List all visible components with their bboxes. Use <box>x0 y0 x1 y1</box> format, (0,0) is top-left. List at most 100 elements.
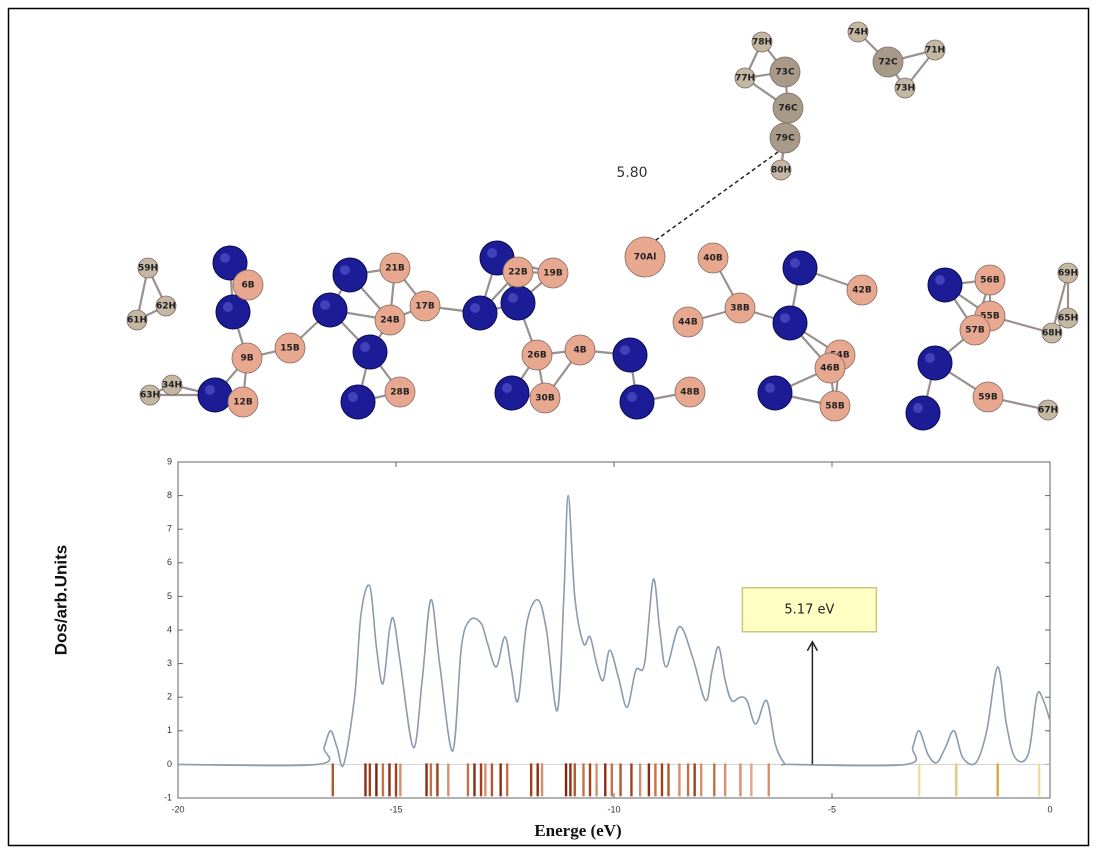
atom <box>1041 322 1063 344</box>
dos-curve <box>177 494 1051 768</box>
x-tick-label: -15 <box>389 804 402 814</box>
y-tick-label: 0 <box>167 759 172 769</box>
atom <box>126 309 148 331</box>
atom <box>959 314 991 346</box>
atom <box>769 122 801 154</box>
atom <box>521 339 553 371</box>
annotation-box <box>741 587 878 633</box>
atom-label: 24B <box>380 316 400 326</box>
atom-highlight <box>348 392 358 402</box>
atom <box>624 236 666 278</box>
atom-highlight <box>925 353 935 363</box>
atom-label: 58B <box>825 402 845 412</box>
y-tick-label: 8 <box>167 490 172 500</box>
atom <box>379 252 411 284</box>
atom <box>161 374 183 396</box>
nitrogen-atom <box>462 295 498 331</box>
atom-label: 21B <box>385 264 405 274</box>
atom-label: 77H <box>735 74 755 84</box>
nitrogen-atom <box>612 337 648 373</box>
atom-label: 19B <box>543 269 563 279</box>
y-tick-label: -1 <box>164 792 172 802</box>
atom <box>972 381 1004 413</box>
atom-label: 22B <box>508 268 528 278</box>
atom-label: 30B <box>535 394 555 404</box>
atom-label: 80H <box>771 166 791 176</box>
atom-highlight <box>320 300 330 310</box>
nitrogen-atom <box>927 267 963 303</box>
atom-label: 40B <box>703 254 723 264</box>
atom-label: 78H <box>752 38 772 48</box>
atom-label: 44B <box>678 318 698 328</box>
atom-highlight <box>765 383 775 393</box>
atom <box>1037 399 1059 421</box>
atom-label: 73C <box>775 68 795 78</box>
atom-label: 9B <box>240 354 253 364</box>
atom <box>674 376 706 408</box>
nitrogen-atom <box>500 285 536 321</box>
atom <box>537 257 569 289</box>
atom <box>529 382 561 414</box>
atom <box>564 334 596 366</box>
atom-label: 26B <box>527 351 547 361</box>
atom <box>374 304 406 336</box>
atom <box>1057 307 1079 329</box>
atom-label: 48B <box>680 388 700 398</box>
y-tick-label: 2 <box>167 692 172 702</box>
atom <box>502 256 534 288</box>
atom-highlight <box>223 302 233 312</box>
arrow-head <box>806 640 819 652</box>
atom-label: 59H <box>138 264 158 274</box>
atom-label: 57B <box>965 326 985 336</box>
atom-highlight <box>487 248 497 258</box>
atom-label: 72C <box>878 58 898 68</box>
x-tick-label: -10 <box>607 804 620 814</box>
atom-highlight <box>508 293 518 303</box>
nitrogen-atom <box>215 294 251 330</box>
atom <box>872 46 904 78</box>
atom-highlight <box>935 275 945 285</box>
atom <box>894 77 916 99</box>
atom-highlight <box>340 265 350 275</box>
nitrogen-atom <box>905 395 941 431</box>
y-tick-label: 3 <box>167 658 172 668</box>
x-axis-label: Energe (eV) <box>534 821 621 840</box>
atom <box>231 342 263 374</box>
atom <box>697 242 729 274</box>
atom-label: 69H <box>1058 269 1078 279</box>
y-tick-label: 6 <box>167 557 172 567</box>
atom-label: 70Al <box>634 253 657 263</box>
atom <box>819 390 851 422</box>
atom-highlight <box>470 303 480 313</box>
atom <box>139 384 161 406</box>
annotation-text: 5.17 eV <box>784 602 834 617</box>
distance-line <box>648 151 779 246</box>
atom-highlight <box>220 253 230 263</box>
nitrogen-atom <box>917 345 953 381</box>
atom-highlight <box>360 342 370 352</box>
y-axis-label: Dos/arb.Units <box>51 545 70 656</box>
atom-highlight <box>627 392 637 402</box>
nitrogen-atom <box>757 375 793 411</box>
atom-highlight <box>620 345 630 355</box>
nitrogen-atom <box>619 384 655 420</box>
atom-label: 4B <box>573 346 586 356</box>
nitrogen-atom <box>312 292 348 328</box>
atom <box>274 332 306 364</box>
atom-label: 62H <box>156 302 176 312</box>
y-tick-label: 9 <box>167 456 172 466</box>
atom-label: 71H <box>925 46 945 56</box>
atom-label: 67H <box>1038 406 1058 416</box>
x-tick-label: -20 <box>171 804 184 814</box>
y-tick-label: 4 <box>167 624 172 634</box>
atom <box>724 292 756 324</box>
atom <box>814 352 846 384</box>
atom-label: 15B <box>280 344 300 354</box>
atom-label: 12B <box>233 398 253 408</box>
nitrogen-atom <box>772 305 808 341</box>
y-tick-label: 5 <box>167 591 172 601</box>
x-tick-label: 0 <box>1047 804 1052 814</box>
atom-label: 17B <box>415 302 435 312</box>
atom-label: 56B <box>980 276 1000 286</box>
